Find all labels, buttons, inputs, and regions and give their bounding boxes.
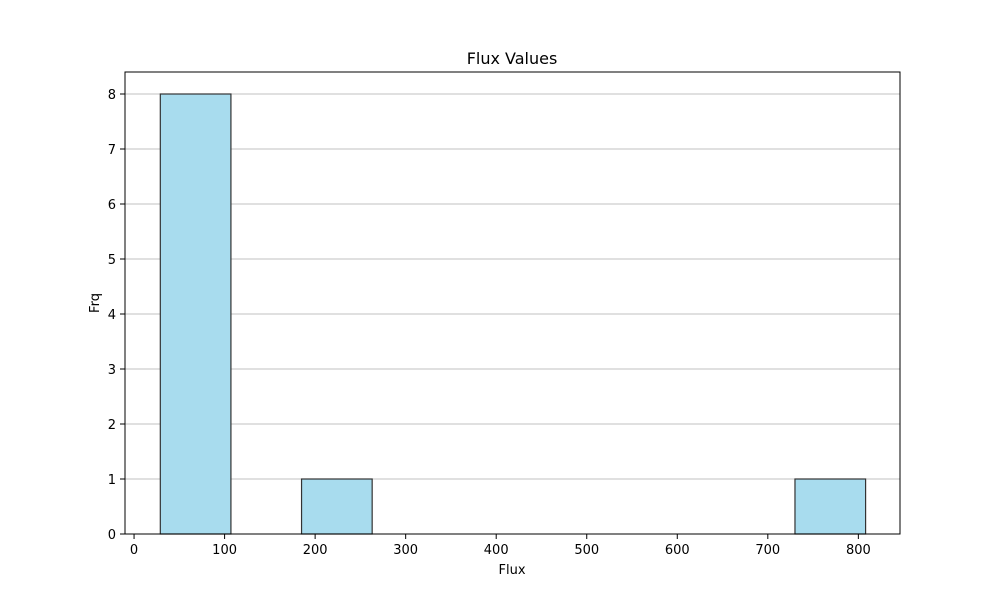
y-tick-label-7: 7 [108, 143, 116, 158]
x-tick-label-8: 800 [846, 543, 871, 558]
bars [159, 93, 867, 535]
plot-frame [124, 71, 901, 535]
x-tick-label-1: 100 [212, 543, 237, 558]
x-axis-label: Flux [498, 563, 525, 578]
histogram-bar-0 [159, 93, 232, 535]
x-tick-label-2: 200 [303, 543, 328, 558]
x-axis-ticks: 0 100 200 300 400 500 600 700 800 [130, 534, 871, 558]
x-tick-label-4: 400 [484, 543, 509, 558]
y-tick-label-0: 0 [108, 528, 116, 543]
y-tick-label-4: 4 [108, 308, 116, 323]
y-tick-label-3: 3 [108, 363, 116, 378]
y-tick-label-2: 2 [108, 418, 116, 433]
y-tick-label-5: 5 [108, 253, 116, 268]
y-tick-label-6: 6 [108, 198, 116, 213]
y-axis-ticks: 0 1 2 3 4 5 6 7 8 [108, 88, 125, 543]
x-tick-label-5: 500 [574, 543, 599, 558]
histogram-bar-2 [300, 478, 373, 535]
x-tick-label-6: 600 [665, 543, 690, 558]
y-tick-label-8: 8 [108, 88, 116, 103]
x-tick-label-7: 700 [755, 543, 780, 558]
x-tick-label-0: 0 [130, 543, 138, 558]
x-tick-label-3: 300 [393, 543, 418, 558]
chart-title: Flux Values [467, 49, 558, 68]
y-tick-label-1: 1 [108, 473, 116, 488]
histogram-bar-9 [794, 478, 867, 535]
y-axis-label: Frq [88, 293, 103, 313]
